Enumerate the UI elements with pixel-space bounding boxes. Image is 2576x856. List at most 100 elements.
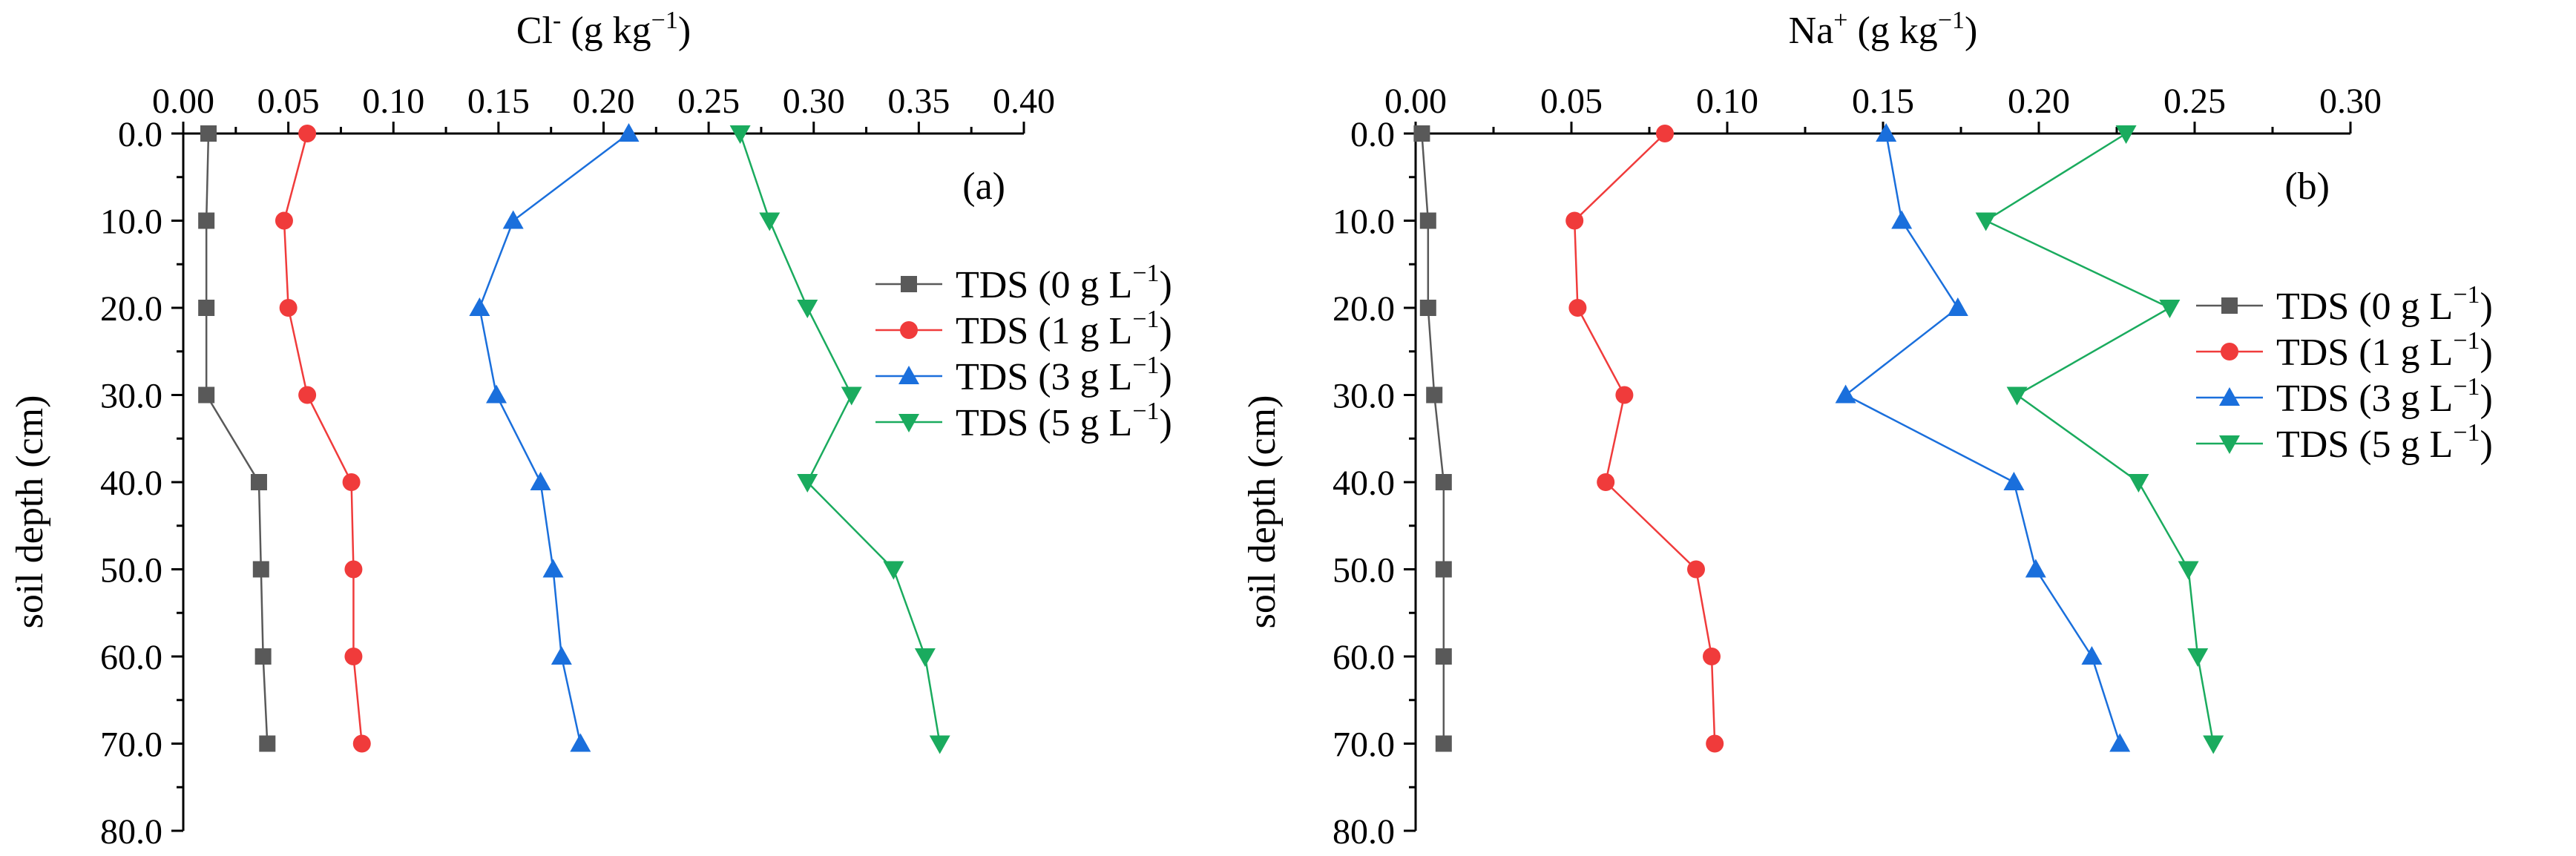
x-tick-label: 0.05: [1540, 82, 1603, 121]
panel-label: (b): [2284, 165, 2330, 208]
data-point: [542, 559, 564, 578]
data-point: [1419, 300, 1436, 316]
x-axis-title-sup: -: [553, 7, 561, 34]
series-line: [1844, 133, 2121, 744]
data-point: [797, 300, 818, 318]
data-point: [841, 386, 862, 406]
data-point: [551, 646, 572, 665]
data-point: [2203, 735, 2224, 754]
data-point: [1876, 123, 1897, 142]
series-line: [1421, 133, 1445, 744]
legend-label-sup: −1: [1132, 352, 1159, 379]
legend-label-close: ): [2480, 286, 2493, 328]
legend-label: TDS (3 g L−1): [2276, 373, 2493, 420]
data-point: [1656, 125, 1674, 142]
data-point: [344, 560, 363, 579]
legend-label-name: TDS (5 g L: [956, 402, 1132, 444]
data-point: [279, 299, 298, 317]
data-point: [275, 211, 293, 230]
series-2: [469, 123, 640, 752]
y-tick-label: 30.0: [1333, 377, 1395, 416]
legend-label-name: TDS (5 g L: [2276, 424, 2453, 466]
data-point: [259, 735, 276, 752]
data-point: [883, 561, 904, 580]
series-3: [1975, 125, 2224, 754]
data-point: [1435, 735, 1452, 752]
legend-label-close: ): [2480, 424, 2493, 466]
data-point: [1565, 211, 1584, 230]
x-axis-title: Cl- (g kg−1): [516, 7, 691, 52]
y-tick-label: 10.0: [100, 203, 162, 242]
data-point: [1891, 210, 1913, 229]
data-point: [1687, 560, 1705, 579]
legend-marker: [900, 321, 918, 339]
legend-label: TDS (5 g L−1): [956, 398, 1172, 444]
x-axis-title-unit-sup: −1: [651, 7, 678, 34]
series-line: [205, 133, 269, 744]
legend-label-close: ): [2480, 378, 2493, 420]
data-point: [252, 561, 269, 578]
data-point: [1597, 473, 1615, 491]
legend-label: TDS (0 g L−1): [2276, 281, 2493, 328]
y-tick-label: 0.0: [1350, 115, 1395, 154]
legend-label-name: TDS (3 g L: [956, 356, 1132, 398]
y-tick-label: 40.0: [100, 464, 162, 503]
legend-label-sup: −1: [2453, 373, 2480, 401]
y-tick-label: 60.0: [100, 638, 162, 677]
series-line: [283, 133, 364, 744]
y-tick-label: 60.0: [1333, 638, 1395, 677]
data-point: [759, 212, 781, 231]
data-point: [1568, 299, 1587, 317]
series-2: [1835, 123, 2131, 752]
data-point: [469, 297, 490, 316]
legend-label-close: ): [1160, 264, 1172, 306]
data-point: [1419, 212, 1436, 229]
y-tick-label: 30.0: [100, 377, 162, 416]
x-tick-label: 0.20: [2008, 82, 2070, 121]
x-axis-title: Na+ (g kg−1): [1789, 7, 1978, 52]
series-line: [1573, 133, 1716, 744]
x-tick-label: 0.00: [1384, 82, 1447, 121]
x-axis-title-unit-close: ): [678, 10, 691, 52]
legend: TDS (0 g L−1)TDS (1 g L−1)TDS (3 g L−1)T…: [875, 260, 1172, 444]
x-tick-label: 0.35: [887, 82, 950, 121]
legend-label-close: ): [1160, 402, 1172, 444]
legend-marker: [898, 366, 919, 384]
x-axis-title-unit: (g kg: [561, 10, 651, 52]
x-axis-title-unit: (g kg: [1847, 10, 1937, 52]
data-point: [198, 300, 215, 316]
x-tick-label: 0.30: [2319, 82, 2382, 121]
legend-label-sup: −1: [1132, 260, 1159, 287]
legend-marker: [2221, 343, 2238, 360]
series-3: [729, 125, 950, 754]
data-point: [1426, 386, 1443, 404]
data-point: [2109, 733, 2131, 752]
x-tick-label: 0.10: [362, 82, 424, 121]
data-point: [1706, 734, 1724, 753]
data-point: [198, 386, 215, 404]
data-point: [1703, 648, 1721, 665]
panel-label: (a): [962, 165, 1005, 208]
data-point: [502, 210, 524, 229]
data-point: [1435, 561, 1452, 578]
legend-marker: [2219, 387, 2240, 406]
legend-marker: [2221, 297, 2238, 314]
data-point: [530, 472, 551, 490]
data-point: [2115, 125, 2137, 144]
legend-label: TDS (3 g L−1): [956, 352, 1172, 398]
legend-label-sup: −1: [2453, 281, 2480, 309]
legend-label-name: TDS (0 g L: [956, 264, 1132, 306]
legend-marker: [2219, 435, 2240, 454]
data-point: [2159, 300, 2181, 318]
data-point: [1435, 474, 1452, 490]
legend-label-name: TDS (0 g L: [2276, 286, 2453, 328]
data-point: [729, 125, 751, 144]
chart-panel-a: 0.00 0.05 0.10 0.15 0.20 0.25 0.30 0.35 0.40 0.0 1…: [9, 7, 1172, 852]
legend-label-sup: −1: [2453, 419, 2480, 447]
data-point: [1947, 297, 1968, 316]
x-axis-title-base: Cl: [516, 10, 553, 52]
data-point: [1413, 125, 1430, 142]
x-axis-title-sup: +: [1833, 7, 1847, 34]
x-tick-label: 0.30: [783, 82, 845, 121]
legend-label: TDS (5 g L−1): [2276, 419, 2493, 466]
